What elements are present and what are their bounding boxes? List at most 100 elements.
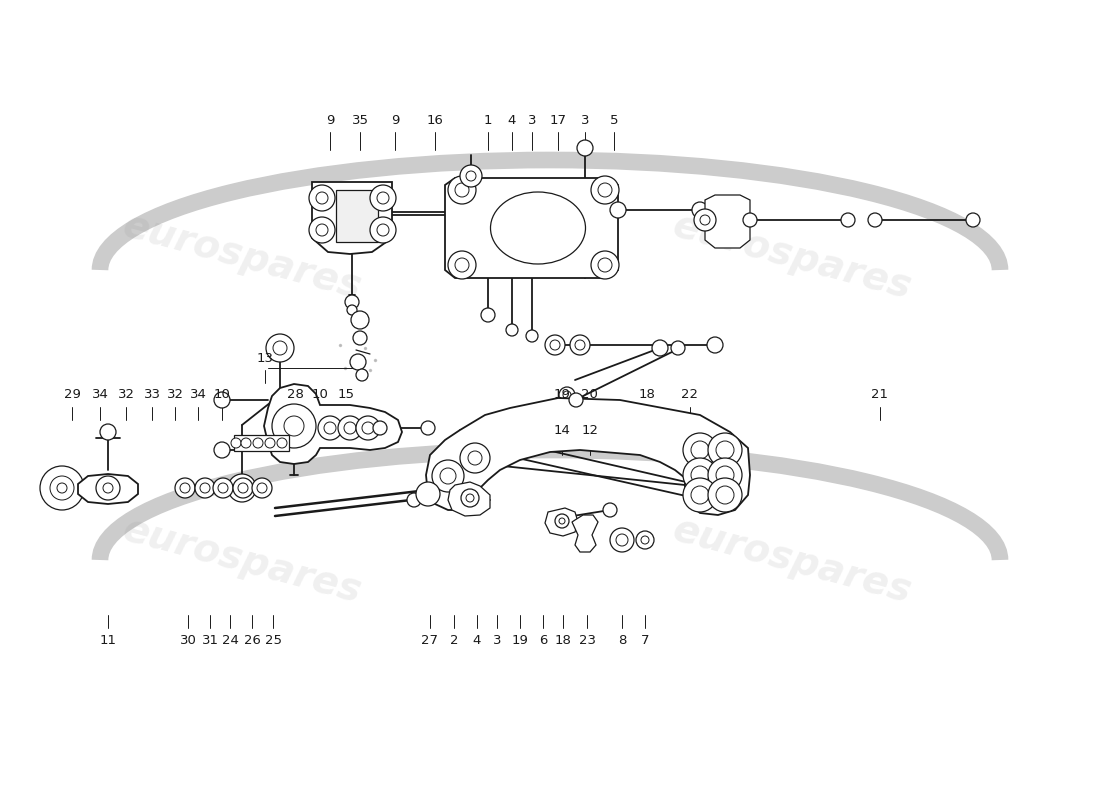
Circle shape [598,183,612,197]
Text: 31: 31 [201,634,219,646]
Polygon shape [78,474,138,504]
Circle shape [416,482,440,506]
Circle shape [683,478,717,512]
Text: 6: 6 [539,634,547,646]
Circle shape [575,340,585,350]
Text: 9: 9 [390,114,399,126]
Text: 1: 1 [484,114,493,126]
Circle shape [338,416,362,440]
Circle shape [235,481,249,495]
Circle shape [351,311,369,329]
Polygon shape [448,482,490,516]
Text: 3: 3 [493,634,502,646]
Circle shape [742,213,757,227]
Circle shape [671,341,685,355]
Circle shape [356,416,380,440]
Text: 27: 27 [421,634,439,646]
Circle shape [448,176,476,204]
Circle shape [284,416,304,436]
Circle shape [40,466,84,510]
Text: 29: 29 [64,389,80,402]
Text: 7: 7 [640,634,649,646]
Circle shape [641,536,649,544]
Circle shape [716,441,734,459]
Text: 21: 21 [871,389,889,402]
Circle shape [461,489,478,507]
Text: 5: 5 [609,114,618,126]
Text: 18: 18 [554,634,571,646]
Circle shape [214,442,230,458]
Text: 3: 3 [528,114,537,126]
Circle shape [559,387,575,403]
Circle shape [569,393,583,407]
Polygon shape [572,515,598,552]
Circle shape [506,324,518,336]
Circle shape [591,176,619,204]
Circle shape [432,460,464,492]
Circle shape [273,341,287,355]
Circle shape [466,171,476,181]
Circle shape [466,494,474,502]
Text: 4: 4 [508,114,516,126]
Circle shape [377,192,389,204]
Circle shape [716,466,734,484]
Circle shape [694,209,716,231]
Circle shape [468,451,482,465]
Ellipse shape [491,192,585,264]
Circle shape [316,224,328,236]
Circle shape [96,476,120,500]
Text: 28: 28 [287,389,304,402]
Circle shape [277,438,287,448]
Text: 32: 32 [166,389,184,402]
Text: 13: 13 [256,351,274,365]
Text: 34: 34 [91,389,109,402]
Circle shape [708,478,742,512]
Circle shape [610,202,626,218]
Circle shape [716,486,734,504]
Circle shape [356,369,369,381]
Bar [336,190,378,242]
Circle shape [550,340,560,350]
Circle shape [440,468,456,484]
Text: 20: 20 [581,389,597,402]
Text: 2: 2 [450,634,459,646]
Text: 23: 23 [579,634,595,646]
Circle shape [652,340,668,356]
Circle shape [103,483,113,493]
Polygon shape [446,178,618,278]
Circle shape [598,258,612,272]
Circle shape [556,514,569,528]
Circle shape [370,185,396,211]
Text: 35: 35 [352,114,368,126]
Circle shape [455,183,469,197]
Circle shape [707,337,723,353]
Text: 18: 18 [639,389,656,402]
Text: 8: 8 [618,634,626,646]
Circle shape [691,441,710,459]
Text: 33: 33 [143,389,161,402]
Circle shape [231,438,241,448]
Circle shape [460,443,490,473]
Circle shape [344,422,356,434]
Circle shape [350,354,366,370]
Circle shape [610,528,634,552]
Polygon shape [544,508,578,536]
Text: 3: 3 [581,114,590,126]
Circle shape [266,334,294,362]
Circle shape [214,392,230,408]
Circle shape [200,483,210,493]
Circle shape [708,458,742,492]
Text: 19: 19 [553,389,571,402]
Circle shape [57,483,67,493]
Circle shape [253,438,263,448]
Polygon shape [264,384,402,464]
Circle shape [636,531,654,549]
Circle shape [700,215,710,225]
Circle shape [238,483,248,493]
Circle shape [460,165,482,187]
Text: 16: 16 [427,114,443,126]
Circle shape [966,213,980,227]
Polygon shape [426,398,750,515]
Text: 9: 9 [326,114,334,126]
Circle shape [377,224,389,236]
